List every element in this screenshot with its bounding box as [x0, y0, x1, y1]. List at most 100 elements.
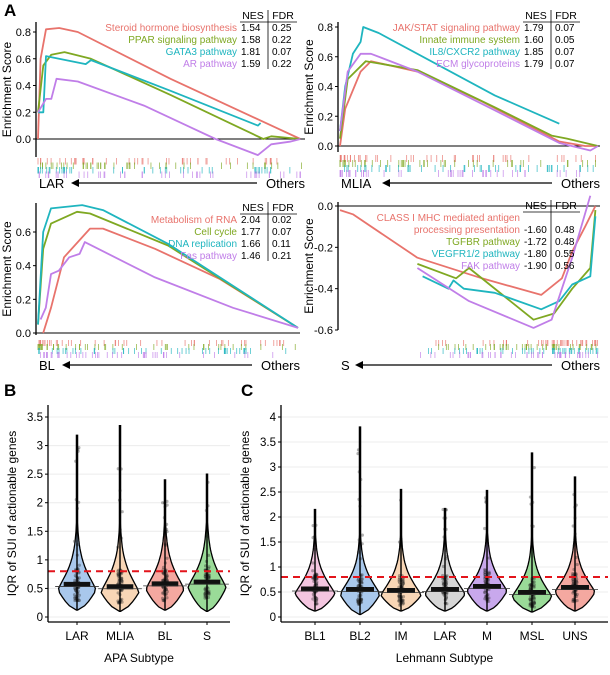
fdr-value: 0.07 — [555, 23, 575, 34]
data-point — [483, 579, 487, 583]
data-point — [203, 593, 207, 598]
data-point — [311, 597, 315, 601]
data-point — [311, 569, 315, 573]
data-point — [528, 586, 532, 590]
data-point — [397, 594, 401, 598]
data-point — [575, 592, 579, 597]
data-point — [360, 577, 364, 581]
x-tick-label: MSL — [520, 629, 545, 643]
data-point — [532, 601, 536, 605]
data-point — [356, 600, 360, 604]
y-tick-label: 0.8 — [16, 27, 31, 39]
data-point — [161, 501, 165, 505]
data-point — [528, 602, 532, 606]
es-curve-ar-pathway — [37, 77, 301, 157]
es-curve-steroid-hormone-biosynthesis — [37, 27, 301, 140]
data-point — [356, 598, 360, 602]
data-point — [575, 580, 579, 585]
nes-value: 1.59 — [241, 59, 261, 70]
data-point — [116, 569, 120, 573]
y-tick-label: 2 — [37, 498, 43, 510]
violin-panel-b: B 0 0.5 1 1.5 2 2.5 3 3.5 IQR of SUI of actionabl… — [4, 381, 230, 665]
data-point — [116, 467, 120, 471]
data-point — [401, 577, 405, 581]
y-tick-label: 0.0 — [318, 201, 333, 213]
data-point — [165, 527, 169, 532]
data-point — [206, 591, 211, 595]
subtype-label: LAR — [39, 176, 64, 191]
data-point — [72, 593, 77, 597]
y-axis-title: Enrichment Score — [302, 218, 316, 314]
y-tick-label: -0.4 — [314, 284, 333, 296]
nes-value: -1.60 — [524, 225, 547, 236]
data-point — [356, 448, 361, 452]
nes-value: 1.79 — [524, 59, 544, 70]
data-point — [532, 580, 536, 584]
data-point — [356, 600, 360, 604]
data-point — [311, 561, 315, 565]
y-tick-label: -0.2 — [314, 242, 333, 254]
data-point — [571, 573, 575, 577]
fdr-value: 0.56 — [555, 261, 575, 272]
y-tick-label: 0 — [270, 612, 276, 624]
y-tick-label: 0.2 — [16, 107, 31, 119]
data-point — [77, 445, 81, 450]
data-point — [116, 600, 121, 604]
data-point — [207, 573, 211, 577]
y-tick-label: 0.0 — [318, 141, 333, 153]
data-point — [206, 566, 211, 571]
y-tick-label: 0.6 — [318, 52, 333, 64]
arrow-head-icon — [62, 361, 70, 369]
subtype-label: S — [341, 358, 350, 373]
y-tick-label: 1.5 — [260, 537, 276, 549]
pathway-label: VEGFR1/2 pathway — [432, 249, 520, 260]
y-tick-label: 3.5 — [260, 437, 276, 449]
fdr-value: 0.21 — [272, 251, 292, 262]
data-point — [532, 585, 536, 589]
data-point — [532, 597, 536, 601]
hit-rug — [37, 158, 302, 178]
data-point — [73, 573, 77, 578]
data-point — [359, 580, 364, 584]
pathway-label: Steroid hormone biosynthesis — [105, 23, 237, 34]
data-point — [571, 599, 575, 603]
y-tick-label: 1 — [37, 555, 43, 567]
data-point — [483, 590, 487, 594]
data-point — [314, 596, 319, 600]
hit-rug — [419, 340, 599, 358]
data-point — [73, 596, 77, 600]
data-point — [528, 602, 533, 606]
data-point — [161, 571, 166, 575]
x-tick-label: LAR — [65, 629, 89, 643]
data-point — [120, 579, 124, 583]
fdr-value: 0.05 — [555, 35, 575, 46]
fdr-header: FDR — [272, 202, 294, 214]
data-point — [360, 542, 364, 546]
data-point — [486, 577, 491, 581]
data-point — [207, 591, 211, 596]
data-point — [165, 530, 169, 534]
y-tick-label: 0.8 — [318, 22, 333, 34]
data-point — [203, 592, 207, 596]
data-point — [359, 600, 364, 604]
x-tick-label: M — [482, 629, 492, 643]
data-point — [165, 577, 169, 581]
nes-value: 1.81 — [241, 47, 261, 58]
data-point — [116, 571, 120, 576]
y-tick-label: 1 — [270, 562, 276, 574]
gsea-panel-s: 0.0 -0.2 -0.4 -0.6 Enrichment Score NES FDR CLA… — [302, 195, 600, 373]
data-point — [116, 572, 120, 576]
data-point — [77, 593, 81, 597]
y-axis-title: IQR of SUI of actionable genes — [238, 431, 252, 596]
data-point — [528, 597, 532, 601]
data-point — [120, 576, 124, 580]
y-tick-label: 3 — [37, 441, 43, 453]
data-point — [203, 594, 207, 598]
x-tick-label: BL1 — [304, 629, 326, 643]
pathway-label: processing presentation — [414, 225, 520, 236]
data-point — [575, 577, 579, 581]
data-point — [356, 578, 360, 582]
data-point — [445, 577, 449, 581]
arrow-head-icon — [382, 179, 390, 187]
